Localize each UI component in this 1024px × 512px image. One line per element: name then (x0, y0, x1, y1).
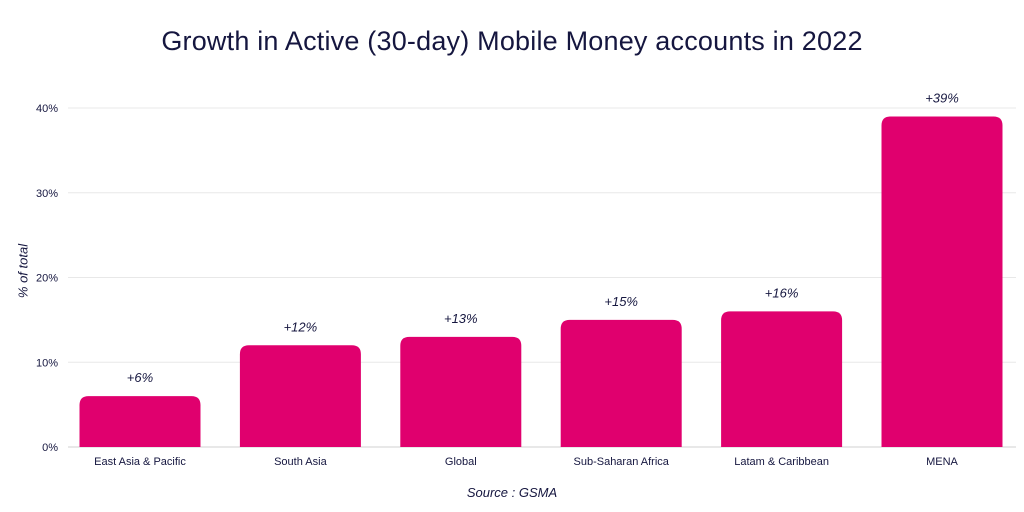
x-tick-label: Latam & Caribbean (734, 456, 829, 468)
bar-4 (560, 319, 682, 447)
x-tick-label: East Asia & Pacific (94, 456, 186, 468)
data-label: +6% (127, 370, 153, 385)
bar-5 (721, 311, 843, 447)
x-tick-label: MENA (926, 456, 958, 468)
source-note: Source : GSMA (466, 485, 558, 500)
x-tick-label: Sub-Saharan Africa (574, 456, 670, 468)
chart-title: Growth in Active (30-day) Mobile Money a… (161, 26, 863, 56)
data-label: +15% (604, 294, 638, 309)
bar-1 (79, 396, 201, 447)
data-label: +39% (925, 90, 959, 105)
bar-6 (881, 116, 1003, 447)
y-tick-label: 10% (36, 357, 58, 369)
y-tick-label: 0% (42, 442, 58, 454)
data-label: +12% (284, 319, 318, 334)
bar-2 (239, 345, 361, 447)
bar-3 (400, 336, 522, 447)
x-tick-label: South Asia (274, 456, 327, 468)
data-label: +13% (444, 311, 478, 326)
y-tick-label: 20% (36, 273, 58, 285)
x-tick-label: Global (445, 456, 477, 468)
y-tick-label: 30% (36, 188, 58, 200)
y-tick-label: 40% (36, 103, 58, 115)
data-label: +16% (765, 285, 799, 300)
